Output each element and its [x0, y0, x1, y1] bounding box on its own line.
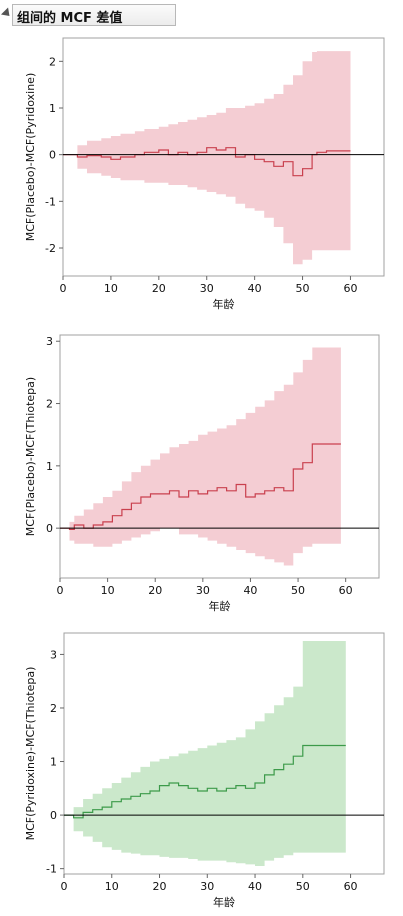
confidence-band: [63, 51, 351, 265]
x-tick-label: 50: [296, 282, 310, 295]
y-tick-label: 1: [50, 756, 57, 769]
x-tick-label: 60: [343, 282, 357, 295]
mcf-difference-line: [63, 147, 351, 177]
x-tick-label: 30: [200, 282, 214, 295]
x-axis-title: 年龄: [213, 895, 235, 909]
y-tick-label: -1: [45, 195, 56, 208]
y-axis-title: MCF(Placebo)-MCF(Thiotepa): [24, 377, 37, 536]
y-tick-label: 1: [46, 460, 53, 473]
x-tick-label: 50: [291, 584, 305, 597]
y-tick-label: 3: [46, 335, 53, 348]
x-tick-label: 10: [101, 584, 115, 597]
x-tick-label: 20: [153, 880, 167, 893]
chart-3: 0 10 20 30 40 50 60 -1 0 1 2 3 年龄 MCF(Pyridoxine)-MCF…: [24, 632, 385, 909]
x-tick-label: 0: [61, 880, 68, 893]
x-tick-label: 60: [344, 880, 358, 893]
x-tick-label: 40: [243, 584, 257, 597]
x-tick-label: 40: [248, 880, 262, 893]
y-tick-label: 0: [49, 149, 56, 162]
y-tick-label: 2: [50, 702, 57, 715]
y-tick-label: 0: [46, 522, 53, 535]
x-tick-label: 20: [148, 584, 162, 597]
y-axis-title: MCF(Placebo)-MCF(Pyridoxine): [24, 73, 37, 242]
y-tick-label: 2: [46, 398, 53, 411]
section-title-box: 组间的 MCF 差值: [12, 4, 176, 26]
x-tick-label: 0: [60, 282, 67, 295]
y-tick-label: 3: [50, 648, 57, 661]
chart-1: 0 10 20 30 40 50 60 -2 -1 0 1 2 年龄 MCF(Placebo)-MCF(P…: [24, 37, 385, 311]
y-axis-title: MCF(Pyridoxine)-MCF(Thiotepa): [24, 667, 37, 841]
confidence-band: [64, 641, 346, 866]
x-tick-label: 30: [200, 880, 214, 893]
x-tick-label: 40: [248, 282, 262, 295]
section-title: 组间的 MCF 差值: [17, 11, 123, 26]
chart-2: 0 10 20 30 40 50 60 0 1 2 3 年龄 MCF(Placebo)-MCF(Thio…: [24, 334, 380, 613]
y-tick-label: 2: [49, 55, 56, 68]
mcf-difference-line: [60, 443, 341, 530]
y-tick-label: -1: [46, 863, 57, 876]
x-tick-label: 20: [152, 282, 166, 295]
y-tick-label: 1: [49, 102, 56, 115]
x-axis-title: 年龄: [213, 297, 235, 311]
x-tick-label: 10: [105, 880, 119, 893]
confidence-band: [60, 347, 341, 566]
y-tick-label: -2: [45, 242, 56, 255]
x-axis-title: 年龄: [209, 599, 231, 613]
x-tick-label: 50: [296, 880, 310, 893]
section-header[interactable]: 组间的 MCF 差值: [0, 4, 200, 26]
x-tick-label: 0: [57, 584, 64, 597]
y-tick-label: 0: [50, 809, 57, 822]
x-tick-label: 60: [339, 584, 353, 597]
x-tick-label: 10: [104, 282, 118, 295]
x-tick-label: 30: [196, 584, 210, 597]
